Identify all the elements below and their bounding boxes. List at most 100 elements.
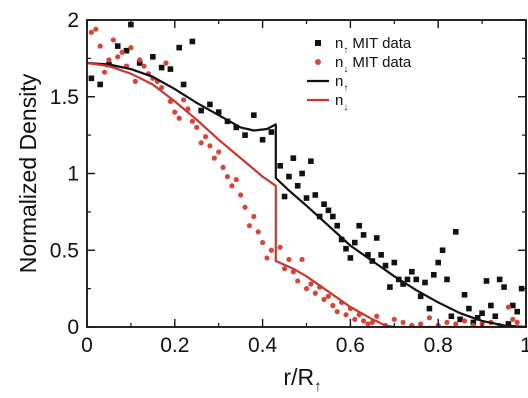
legend-entry: n↑	[307, 73, 348, 94]
data-point-square	[356, 222, 362, 229]
data-point-dot	[325, 293, 332, 299]
data-point-dot	[159, 84, 165, 91]
data-point-dot	[229, 183, 235, 189]
x-tick-label: 1	[520, 334, 528, 357]
data-point-dot	[106, 57, 112, 63]
legend-square-marker	[315, 40, 321, 46]
data-point-square	[457, 316, 463, 323]
data-point-square	[215, 109, 222, 115]
data-point-dot	[453, 321, 459, 327]
legend-label: n↓ MIT data	[335, 54, 412, 75]
legend-symbol: n	[335, 73, 343, 90]
data-point-dot	[255, 229, 261, 235]
data-point-square	[422, 279, 428, 286]
data-point-dot	[308, 281, 314, 287]
data-point-square	[233, 124, 240, 131]
data-point-dot	[189, 118, 195, 124]
x-tick-label: 0	[81, 334, 93, 357]
scatter-series-n-down	[88, 26, 520, 327]
data-point-dot	[172, 109, 178, 115]
data-point-dot	[137, 57, 143, 63]
y-tick-label: 1	[67, 163, 79, 186]
data-point-square	[128, 21, 134, 28]
data-point-dot	[207, 143, 213, 149]
data-point-square	[492, 313, 499, 320]
data-point-dot	[211, 155, 217, 161]
legend-dot-marker	[315, 59, 321, 65]
data-point-square	[391, 259, 398, 266]
data-point-square	[286, 173, 292, 180]
data-point-dot	[141, 63, 147, 69]
ticks-layer: 0 0.2 0.4 0.6 0.8 1 0 0.5 1 1.5 2	[50, 9, 528, 357]
y-tick-label: 2	[67, 9, 79, 32]
data-point-square	[417, 293, 424, 300]
x-axis-title-subscript: ↑	[314, 378, 322, 395]
data-point-square	[431, 272, 437, 278]
data-point-square	[501, 284, 507, 290]
data-point-square	[444, 276, 450, 283]
legend-label: n↑ MIT data	[335, 35, 412, 56]
data-point-dot	[505, 304, 512, 310]
data-point-square	[461, 291, 468, 298]
data-point-dot	[132, 78, 138, 84]
data-point-dot	[352, 316, 358, 322]
data-point-square	[259, 136, 266, 143]
data-point-dot	[334, 309, 340, 315]
data-point-dot	[268, 247, 274, 253]
data-point-square	[466, 305, 472, 312]
data-point-square	[343, 245, 349, 252]
data-point-dot	[400, 319, 406, 325]
data-point-dot	[444, 319, 450, 325]
data-point-square	[290, 155, 297, 161]
legend-symbol: n	[335, 92, 343, 109]
x-tick-label: 0.6	[336, 334, 365, 357]
data-point-square	[448, 313, 455, 320]
data-point-square	[180, 81, 187, 88]
data-point-dot	[281, 266, 288, 272]
data-point-square	[88, 75, 95, 82]
data-point-dot	[312, 290, 318, 296]
data-point-dot	[374, 313, 380, 319]
data-point-square	[378, 252, 384, 258]
data-point-dot	[115, 54, 121, 60]
data-point-square	[268, 129, 275, 135]
x-axis-title-text: r/R	[283, 364, 314, 390]
data-point-dot	[88, 29, 94, 35]
data-point-dot	[461, 318, 468, 324]
data-point-square	[114, 43, 121, 49]
data-point-square	[189, 38, 196, 45]
data-point-square	[365, 252, 371, 258]
data-point-square	[426, 305, 433, 312]
y-tick-label: 0	[67, 316, 79, 339]
legend-entry: n↓	[307, 92, 348, 113]
x-axis-title: r/R↑	[283, 364, 321, 395]
data-point-square	[308, 158, 314, 165]
data-layer	[87, 21, 526, 327]
data-point-square	[330, 213, 336, 220]
data-point-square	[474, 314, 481, 321]
data-point-square	[387, 284, 393, 290]
data-point-dot	[343, 312, 349, 318]
data-point-square	[150, 54, 156, 60]
legend-subscript: ↑	[343, 83, 348, 94]
data-point-dot	[510, 316, 516, 322]
data-point-square	[158, 64, 165, 71]
data-point-square	[321, 201, 327, 207]
data-point-square	[505, 321, 512, 327]
data-point-dot	[260, 239, 266, 246]
data-point-dot	[110, 37, 116, 43]
legend-label: n↑	[335, 73, 348, 94]
data-point-dot	[128, 45, 134, 51]
legend-text: MIT data	[352, 54, 412, 71]
data-point-square	[347, 255, 354, 261]
data-point-dot	[220, 164, 226, 170]
data-point-square	[136, 60, 143, 66]
data-point-square	[360, 232, 367, 238]
data-point-square	[452, 229, 459, 235]
y-axis-title: Normalized Density	[15, 73, 41, 273]
data-point-dot	[233, 177, 239, 183]
data-point-dot	[426, 315, 433, 321]
data-point-square	[303, 195, 310, 201]
data-point-square	[299, 170, 305, 177]
data-point-dot	[101, 69, 108, 75]
